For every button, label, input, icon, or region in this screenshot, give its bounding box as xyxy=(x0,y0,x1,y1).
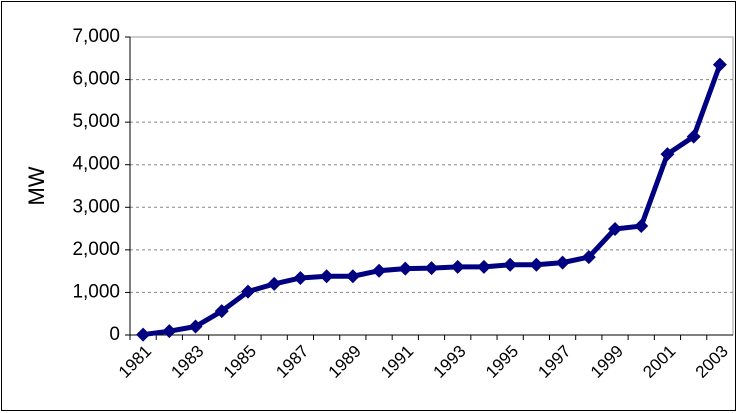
data-point xyxy=(240,284,255,299)
data-point xyxy=(712,57,727,72)
data-point xyxy=(529,257,544,272)
data-point xyxy=(581,250,596,265)
data-point xyxy=(660,147,675,162)
data-point xyxy=(398,261,413,276)
data-point xyxy=(345,269,360,284)
plot-area xyxy=(129,36,734,336)
data-point xyxy=(686,129,701,144)
y-tick-label: 3,000 xyxy=(72,196,120,217)
data-point xyxy=(293,270,308,285)
y-tick-label: 2,000 xyxy=(72,239,120,260)
data-point xyxy=(372,263,387,278)
y-tick-label: 7,000 xyxy=(72,26,120,47)
data-point xyxy=(503,257,518,272)
y-tick-label: 5,000 xyxy=(72,111,120,132)
y-tick-label: 4,000 xyxy=(72,154,120,175)
data-point xyxy=(267,276,282,291)
data-point xyxy=(634,219,649,234)
data-point xyxy=(424,261,439,276)
data-point xyxy=(476,259,491,274)
data-point xyxy=(555,255,570,270)
data-point xyxy=(136,327,151,342)
data-point xyxy=(188,319,203,334)
data-point xyxy=(608,221,623,236)
y-tick-label: 1,000 xyxy=(72,281,120,302)
y-tick-label: 0 xyxy=(109,324,120,345)
data-point xyxy=(319,269,334,284)
data-point xyxy=(214,304,229,319)
data-point xyxy=(162,324,177,339)
data-point xyxy=(450,259,465,274)
y-axis-label: MW xyxy=(24,166,49,205)
y-tick-label: 6,000 xyxy=(72,69,120,90)
